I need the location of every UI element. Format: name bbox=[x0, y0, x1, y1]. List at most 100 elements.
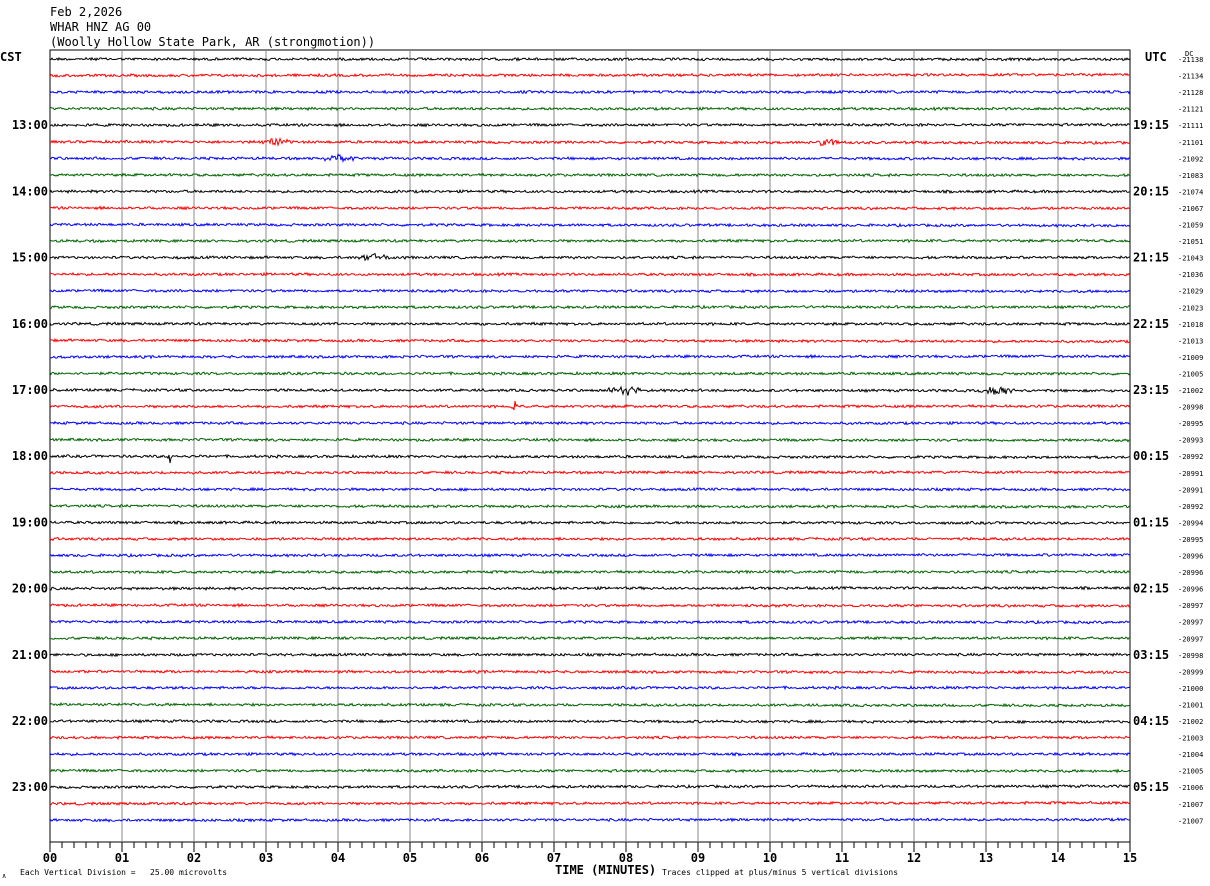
trace-line bbox=[49, 652, 1131, 658]
dc-offset-label: -20997 bbox=[1178, 602, 1203, 610]
left-timezone: CST bbox=[0, 50, 22, 64]
trace-line bbox=[50, 353, 1131, 360]
x-tick-label: 09 bbox=[691, 851, 705, 865]
right-hour-label: 23:15 bbox=[1133, 383, 1169, 397]
dc-offset-label: -20996 bbox=[1178, 553, 1203, 561]
x-tick-label: 10 bbox=[763, 851, 777, 865]
dc-offset-label: -21005 bbox=[1178, 370, 1203, 378]
x-tick-label: 04 bbox=[331, 851, 345, 865]
right-hour-label: 20:15 bbox=[1133, 184, 1169, 198]
left-hour-label: 22:00 bbox=[12, 714, 48, 728]
dc-offset-label: -21059 bbox=[1178, 222, 1203, 230]
trace-line bbox=[49, 153, 1131, 164]
dc-offset-label: -20992 bbox=[1178, 503, 1203, 511]
trace-line bbox=[49, 420, 1131, 426]
trace-line bbox=[49, 486, 1131, 492]
dc-offset-label: -21009 bbox=[1178, 354, 1203, 362]
dc-offset-label: -21036 bbox=[1178, 271, 1203, 279]
vertical-grid bbox=[49, 49, 1131, 843]
trace-line bbox=[49, 172, 1131, 178]
trace-line bbox=[49, 800, 1131, 806]
x-axis-title: TIME (MINUTES) bbox=[555, 863, 656, 877]
dc-offset-label: -20991 bbox=[1178, 486, 1203, 494]
left-hour-label: 20:00 bbox=[12, 582, 48, 596]
dc-offset-label: -21067 bbox=[1178, 205, 1203, 213]
dc-offset-label: -21002 bbox=[1178, 718, 1203, 726]
trace-line bbox=[49, 701, 1131, 708]
right-timezone: UTC bbox=[1145, 50, 1167, 64]
trace-line bbox=[49, 385, 1131, 396]
header-location: (Woolly Hollow State Park, AR (strongmot… bbox=[50, 35, 376, 49]
clip-note: Traces clipped at plus/minus 5 vertical … bbox=[662, 868, 898, 877]
left-hour-label: 14:00 bbox=[12, 184, 48, 198]
dc-offset-label: -21007 bbox=[1178, 817, 1203, 825]
dc-offset-label: -21018 bbox=[1178, 321, 1203, 329]
left-hour-label: 21:00 bbox=[12, 648, 48, 662]
left-hour-label: 19:00 bbox=[12, 515, 48, 529]
dc-offset-label: -20992 bbox=[1178, 453, 1203, 461]
dc-offset-label: -21121 bbox=[1178, 106, 1203, 114]
trace-line bbox=[49, 469, 1131, 476]
right-hour-label: 02:15 bbox=[1133, 582, 1169, 596]
dc-offset-label: -20994 bbox=[1178, 519, 1203, 527]
x-tick-label: 14 bbox=[1051, 851, 1065, 865]
trace-line bbox=[49, 817, 1131, 823]
trace-line bbox=[49, 669, 1131, 675]
trace-line bbox=[49, 205, 1131, 211]
right-hour-label: 00:15 bbox=[1133, 449, 1169, 463]
right-hour-label: 21:15 bbox=[1133, 251, 1169, 265]
trace-line bbox=[49, 106, 1131, 112]
dc-offset-label: -21007 bbox=[1178, 801, 1203, 809]
dc-offset-label: -21101 bbox=[1178, 139, 1203, 147]
dc-offset-label: -21000 bbox=[1178, 685, 1203, 693]
trace-line bbox=[49, 437, 1131, 443]
dc-offset-label: -21083 bbox=[1178, 172, 1203, 180]
dc-offset-label: -21043 bbox=[1178, 255, 1203, 263]
trace-line bbox=[49, 72, 1131, 78]
dc-offset-label: -21051 bbox=[1178, 238, 1203, 246]
trace-line bbox=[49, 685, 1131, 691]
right-hour-label: 22:15 bbox=[1133, 317, 1169, 331]
dc-offset-label: -21003 bbox=[1178, 735, 1203, 743]
trace-line bbox=[49, 536, 1131, 542]
dc-offset-label: -21001 bbox=[1178, 701, 1203, 709]
left-hour-label: 18:00 bbox=[12, 449, 48, 463]
trace-line bbox=[49, 569, 1131, 575]
dc-offset-label: -20997 bbox=[1178, 619, 1203, 627]
trace-line bbox=[49, 271, 1131, 278]
dc-offset-label: -21111 bbox=[1178, 122, 1203, 130]
right-hour-label: 01:15 bbox=[1133, 515, 1169, 529]
dc-offset-label: -21002 bbox=[1178, 387, 1203, 395]
left-hour-label: 13:00 bbox=[12, 118, 48, 132]
trace-line bbox=[49, 735, 1131, 741]
dc-label: DC bbox=[1185, 50, 1193, 58]
dc-offset-label: -21134 bbox=[1178, 73, 1203, 81]
trace-line bbox=[49, 122, 1131, 128]
trace-line bbox=[49, 453, 1131, 464]
trace-line bbox=[49, 238, 1131, 244]
x-tick-label: 06 bbox=[475, 851, 489, 865]
trace-line bbox=[49, 370, 1131, 377]
x-tick-label: 05 bbox=[403, 851, 417, 865]
trace-line bbox=[49, 783, 1131, 790]
left-hour-label: 16:00 bbox=[12, 317, 48, 331]
dc-offset-label: -21029 bbox=[1178, 288, 1203, 296]
dc-offset-label: -20996 bbox=[1178, 586, 1203, 594]
x-tick-label: 08 bbox=[619, 851, 633, 865]
trace-line bbox=[49, 552, 1131, 558]
right-hour-label: 04:15 bbox=[1133, 714, 1169, 728]
trace-line bbox=[49, 602, 1131, 609]
scale-note: Each Vertical Division = 25.00 microvolt… bbox=[20, 868, 227, 877]
header-date: Feb 2,2026 bbox=[50, 5, 123, 19]
trace-line bbox=[49, 751, 1131, 757]
x-tick-label: 01 bbox=[115, 851, 129, 865]
dc-offset-label: -21023 bbox=[1178, 304, 1203, 312]
right-hour-label: 19:15 bbox=[1133, 118, 1169, 132]
dc-offset-label: -21074 bbox=[1178, 188, 1203, 196]
traces bbox=[49, 56, 1131, 823]
logo-mark: ∧ bbox=[2, 872, 6, 880]
dc-offset-label: -21004 bbox=[1178, 751, 1203, 759]
trace-line bbox=[49, 304, 1131, 310]
dc-offset-label: -21013 bbox=[1178, 337, 1203, 345]
